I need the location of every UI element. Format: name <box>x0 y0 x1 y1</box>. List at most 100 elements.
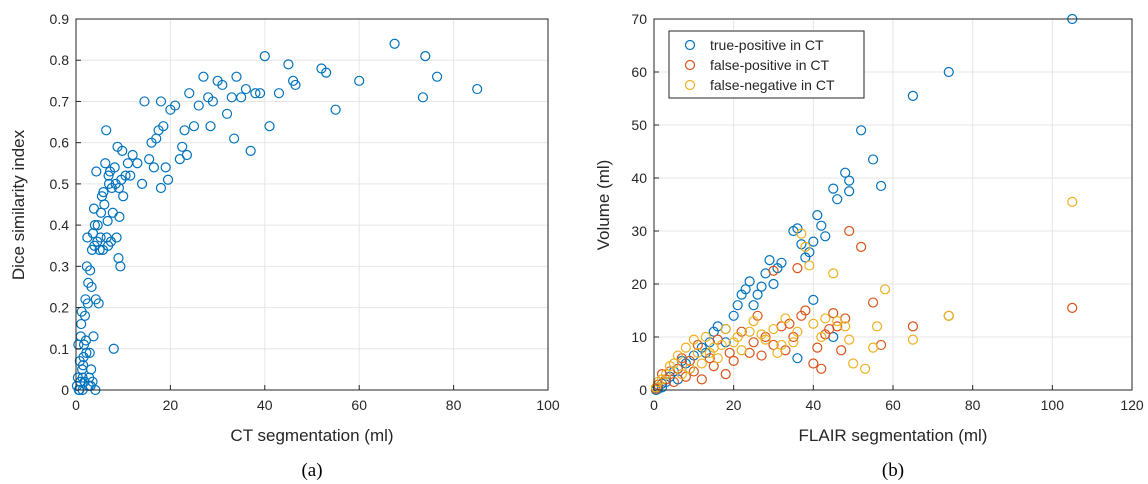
x-tick-label: 80 <box>446 397 462 413</box>
data-point-b-s0 <box>748 300 759 311</box>
data-point-a-s0 <box>84 347 95 358</box>
data-point-a-s0 <box>148 162 159 173</box>
data-point-a-s0 <box>93 298 104 309</box>
data-point-b-s0 <box>943 66 954 78</box>
data-point-b-s0 <box>907 90 919 101</box>
data-point-b-s2 <box>772 347 783 358</box>
tick-labels-b: 0 20 40 60 80 100 120 0 10 20 30 40 50 60 70 <box>631 11 1143 413</box>
data-point-a-s0 <box>198 71 209 82</box>
legend-marker-true-positive <box>684 39 696 51</box>
data-point-b-s2 <box>776 339 787 351</box>
data-point-b-s0 <box>740 284 751 295</box>
data-point-b-s1 <box>704 353 715 364</box>
legend-marker-false-positive <box>684 59 696 71</box>
data-point-a-s0 <box>259 50 270 62</box>
x-tick-label: 120 <box>1120 397 1144 413</box>
data-point-a-s0 <box>254 88 266 99</box>
data-point-a-s0 <box>111 232 122 243</box>
data-point-b-s2 <box>808 318 819 329</box>
legend-label-true-positive: true-positive in CT <box>710 37 824 53</box>
data-point-a-s0 <box>207 96 218 107</box>
data-point-a-s0 <box>240 83 252 95</box>
data-point-a-s0 <box>107 207 118 218</box>
y-tick-label: 0.1 <box>50 341 70 357</box>
data-point-b-s0 <box>792 353 803 364</box>
data-point-a-s0 <box>77 360 89 371</box>
data-point-a-s0 <box>91 166 102 177</box>
data-point-a-s0 <box>139 96 150 107</box>
data-point-a-s0 <box>76 318 87 330</box>
data-point-a-s0 <box>354 75 365 86</box>
plot-frame-a <box>75 18 549 391</box>
data-point-b-s2 <box>732 331 743 343</box>
data-point-a-s0 <box>431 71 443 82</box>
legend-box <box>668 30 865 99</box>
data-point-a-s0 <box>82 298 93 309</box>
data-point-b-s2 <box>860 363 871 374</box>
data-point-b-s0 <box>768 278 779 290</box>
data-point-a-s0 <box>95 207 107 218</box>
data-point-b-s0 <box>752 289 763 300</box>
data-point-b-s2 <box>676 369 687 380</box>
data-point-b-s2 <box>800 241 811 252</box>
data-point-a-s0 <box>229 133 240 144</box>
x-tick-label: 40 <box>806 397 822 413</box>
data-point-a-s0 <box>125 170 136 181</box>
y-tick-label: 0.2 <box>50 300 70 316</box>
data-point-a-s0 <box>98 187 109 198</box>
data-point-b-s1 <box>720 369 731 380</box>
data-point-b-s1 <box>828 308 839 319</box>
legend-label-false-positive: false-positive in CT <box>710 57 829 73</box>
data-point-b-s2 <box>688 334 699 345</box>
data-point-b-s2 <box>871 321 883 332</box>
data-point-a-s0 <box>321 67 332 78</box>
y-tick-label: 0 <box>639 382 647 398</box>
data-point-b-s0 <box>744 276 755 287</box>
data-point-a-s0 <box>136 178 148 189</box>
data-point-b-s2 <box>796 228 807 239</box>
legend-label-false-negative: false-negative in CT <box>710 77 835 93</box>
data-point-b-s1 <box>867 297 879 308</box>
data-point-b-s0 <box>808 294 819 305</box>
data-point-b-s2 <box>696 358 707 369</box>
data-point-a-s0 <box>181 149 193 161</box>
y-tick-label: 0 <box>61 382 69 398</box>
data-point-a-s0 <box>188 121 200 132</box>
data-point-b-s2 <box>704 347 715 358</box>
data-point-a-s0 <box>115 261 126 272</box>
x-axis-label-a: CT segmentation (ml) <box>230 426 393 445</box>
data-point-b-s2 <box>820 313 831 324</box>
data-point-a-s0 <box>100 158 111 169</box>
data-point-a-s0 <box>108 343 119 354</box>
data-point-a-s0 <box>127 149 138 161</box>
data-point-b-s1 <box>768 265 779 276</box>
x-tick-label: 100 <box>1041 397 1065 413</box>
data-point-b-s2 <box>848 358 859 369</box>
y-tick-label: 30 <box>631 223 647 239</box>
data-point-b-s1 <box>836 345 847 356</box>
y-tick-label: 0.5 <box>50 176 70 192</box>
data-point-b-s2 <box>768 323 779 335</box>
data-point-a-s0 <box>330 104 341 115</box>
scatter-points-b <box>650 13 1078 396</box>
x-tick-label: 60 <box>885 397 901 413</box>
data-point-b-s1 <box>748 337 759 348</box>
data-point-b-s0 <box>728 310 739 321</box>
data-point-a-s0 <box>118 191 129 202</box>
data-point-b-s1 <box>684 355 695 366</box>
data-point-b-s2 <box>650 382 662 393</box>
data-point-a-s0 <box>231 71 242 82</box>
data-point-a-s0 <box>417 92 429 103</box>
data-point-b-s2 <box>736 345 747 356</box>
data-point-b-s1 <box>812 342 823 353</box>
data-point-a-s0 <box>103 170 114 181</box>
y-axis-label-a: Dice similarity index <box>9 129 28 280</box>
data-point-b-s2 <box>668 358 680 369</box>
data-point-b-s2 <box>804 260 815 271</box>
data-point-b-s2 <box>700 331 711 343</box>
panel-b: 0 20 40 60 80 100 120 0 10 20 30 40 50 60 70 FLAIR seg… <box>594 11 1144 481</box>
data-point-a-s0 <box>144 154 155 165</box>
data-point-b-s2 <box>867 342 879 353</box>
data-point-b-s0 <box>812 210 823 221</box>
y-tick-label: 0.8 <box>50 52 70 68</box>
